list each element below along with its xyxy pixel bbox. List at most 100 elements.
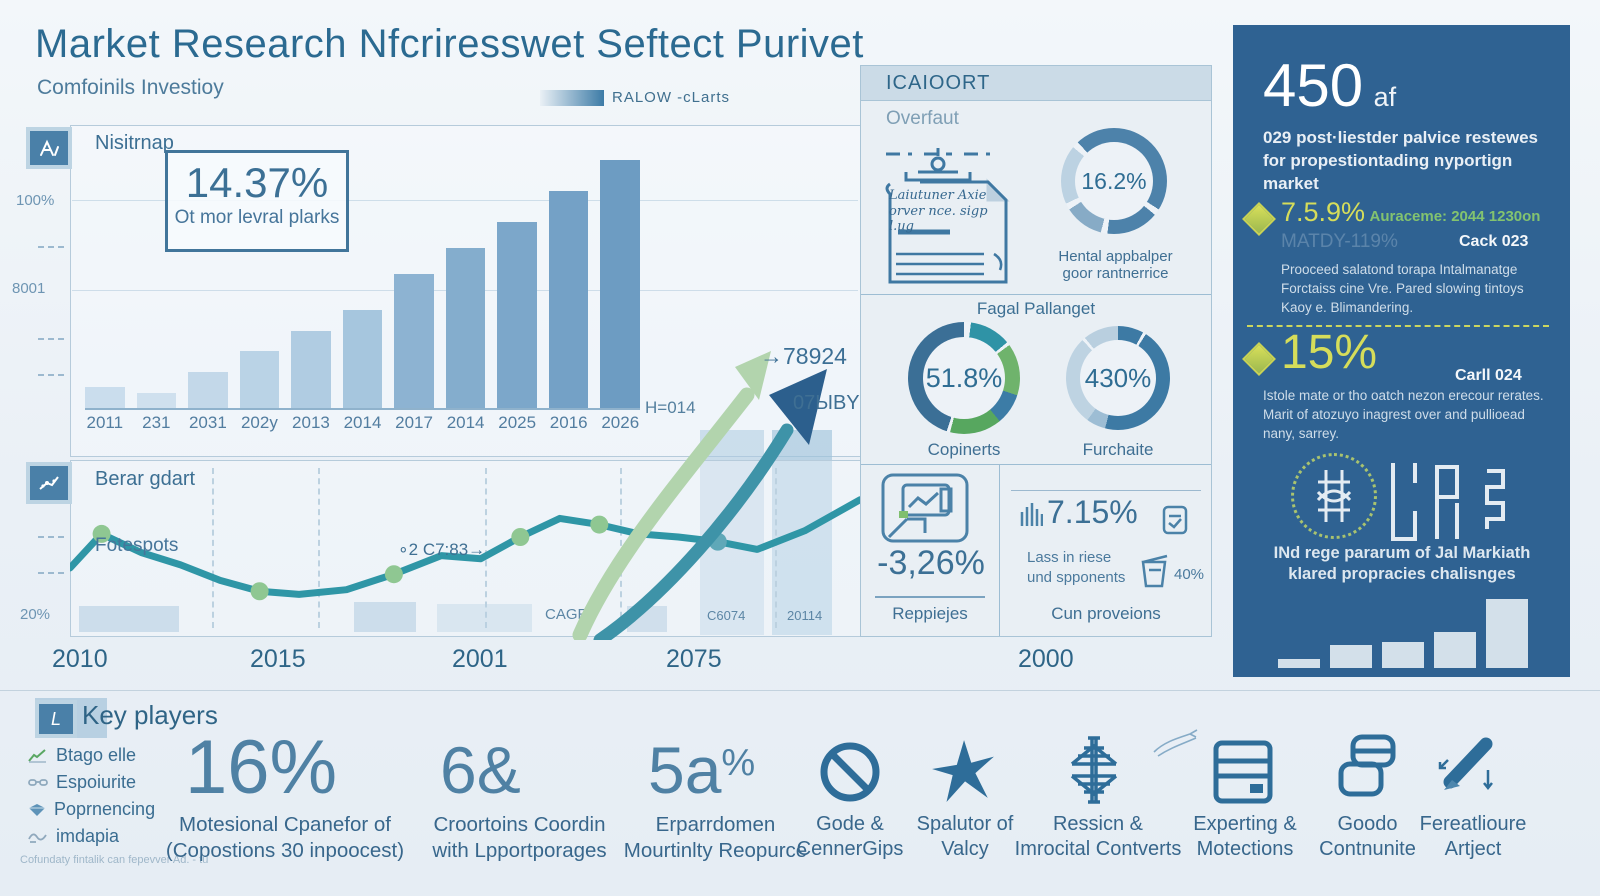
legend-gradient-swatch	[540, 89, 604, 106]
bar-panel-label: Nisitrnap	[95, 132, 174, 154]
overview-header: ICAIOORT	[886, 72, 991, 94]
list-item: Btago elle	[28, 742, 155, 769]
list-item: Espoiurite	[28, 769, 155, 796]
bar	[600, 160, 641, 408]
list-item-label: Btago elle	[56, 745, 137, 765]
bar-category-label: 2031	[188, 413, 227, 432]
chart-up-icon	[28, 749, 46, 763]
sidebar-item1-ghost: MATDY-119%	[1281, 231, 1398, 252]
donut-copinerts: 51.8%	[908, 322, 1020, 434]
stat-right-caption: Cun proveions	[1051, 604, 1161, 623]
bar-category-label: 202y	[240, 413, 278, 432]
monitor-sketch-icon	[881, 473, 969, 543]
highlight-stat-value: 14.37%	[185, 159, 329, 206]
bottom-icon-caption: Fereatlioure Artject	[1419, 813, 1527, 860]
donut-copinerts-caption: Copinerts	[927, 440, 1001, 459]
document-sketch-icon	[885, 148, 1010, 284]
mini-bars-icon	[1020, 503, 1043, 526]
growth-arrows	[572, 351, 827, 640]
dashed-divider	[1247, 325, 1549, 327]
series-label: Fotespots	[95, 535, 179, 556]
highlight-stat-box: 14.37% Ot mor levral plarks	[165, 150, 349, 252]
donut-overview-value: 16.2%	[1081, 167, 1147, 194]
sidebar-intro: 029 post·liestder palvice restewes for p…	[1263, 128, 1538, 193]
bottom-stat-caption: Motesional Cpanefor of (Copostions 30 in…	[165, 813, 405, 862]
cup-glyph-icon	[1141, 554, 1168, 588]
stat-right-value: 7.15%	[1047, 494, 1138, 530]
stat-left-value: -3,26%	[877, 544, 985, 582]
divider	[861, 294, 1211, 295]
overview-subheader: Overfaut	[886, 108, 959, 129]
divider	[861, 464, 1211, 465]
list-item: Poprnencing	[28, 796, 155, 823]
bar-category-label: 2016	[549, 413, 588, 432]
underline	[875, 596, 985, 598]
bar	[445, 248, 486, 408]
stat-left-caption: Reppiejes	[892, 604, 968, 623]
bottom-icon-caption: Spalutor of Valcy	[916, 813, 1014, 860]
ornate-cross-icon	[1070, 736, 1118, 804]
server-icon	[1213, 740, 1273, 804]
key-players-icon: L	[35, 700, 77, 738]
sidebar-item1-valuerow: 7.5.9% Auraceme: 2044 1230on	[1281, 197, 1561, 228]
sidebar-item2-body: Istole mate or tho oatch nezon erecour r…	[1263, 388, 1544, 441]
donut-overview-caption: Hental appbalper goor rantnerrice	[1058, 248, 1173, 282]
page-glyph-icon	[1162, 505, 1188, 535]
y-tick-dash	[38, 338, 64, 340]
legend: RALOW -cLarts	[540, 89, 730, 106]
gridline	[212, 468, 214, 628]
bar	[1278, 658, 1320, 668]
bar	[1486, 599, 1528, 668]
bottom-stat-value: 6&	[440, 733, 521, 807]
sidebar-big-suffix: af	[1373, 82, 1397, 112]
list-item-label: imdapia	[56, 826, 120, 846]
dotted-circle-icon	[1291, 453, 1377, 539]
y-tick-dash	[38, 374, 64, 376]
bar-chart-icon	[26, 127, 72, 169]
section2-title: Fagal Pallanget	[976, 299, 1096, 318]
y-tick-dash	[38, 246, 64, 248]
sidebar-big-value: 450	[1263, 52, 1364, 119]
bar	[291, 330, 331, 408]
bar-category-label: 2011	[86, 413, 124, 432]
inline-label-cagr: CAGR	[545, 606, 589, 623]
bar-category-label: 2013	[292, 413, 330, 432]
glasses-icon	[28, 778, 48, 786]
bottom-stat-value: 16%	[185, 725, 338, 810]
stat-right-secondary: 40%	[1174, 566, 1205, 583]
bar	[1382, 642, 1424, 668]
growth-arrow-green	[572, 387, 755, 640]
list-item: imdapia	[28, 823, 155, 850]
gridline	[485, 468, 487, 628]
y-tick-dash	[38, 572, 64, 574]
bar	[188, 371, 228, 408]
bar	[239, 351, 280, 408]
bottom-icon-caption: Goodo Contnunite	[1319, 813, 1416, 860]
stat-right-lines: Lass in riese und spponents	[1027, 549, 1126, 586]
decorative-bar	[354, 602, 416, 632]
bar-category-label: 2025	[498, 413, 537, 432]
divider-vertical	[999, 464, 1000, 636]
bar-category-label: 2014	[343, 413, 382, 432]
bar	[136, 392, 177, 408]
sidebar-item1-value: 7.5.9%	[1281, 197, 1366, 227]
legend-label: RALOW -cLarts	[612, 89, 731, 106]
bar-category-labels: 2011 231 2031 202y 2013 2014 2017 2014 2025 2016 2…	[85, 413, 640, 433]
bar-chart-note: H=014	[645, 398, 696, 417]
x-axis-label: 2000	[1018, 645, 1074, 673]
page-subtitle: Comfoinils Investioy	[37, 76, 224, 99]
donut-furchaite-value: 430%	[1084, 362, 1152, 393]
arrow-note-label: 07ЫBY	[793, 392, 860, 414]
line-chart-icon	[26, 462, 72, 504]
bar-category-label: 2014	[446, 413, 485, 432]
sidebar-footer-text: INd rege pararum of Jal Markiath klared …	[1273, 544, 1531, 584]
bottom-stat-number: 5a	[648, 733, 722, 807]
document-sketch-text: Laiutuner Axie orver nce. sigp l.ug	[889, 188, 988, 235]
inline-label-c6074: C6074	[707, 608, 746, 623]
glyph-cluster-icon	[1391, 463, 1505, 541]
growth-arrow-green-head	[735, 351, 771, 400]
key-players-title: Key players	[82, 700, 218, 730]
bar	[1330, 644, 1372, 668]
inline-label-20114: 20114	[787, 608, 823, 623]
x-axis-label: 2010	[52, 645, 108, 673]
